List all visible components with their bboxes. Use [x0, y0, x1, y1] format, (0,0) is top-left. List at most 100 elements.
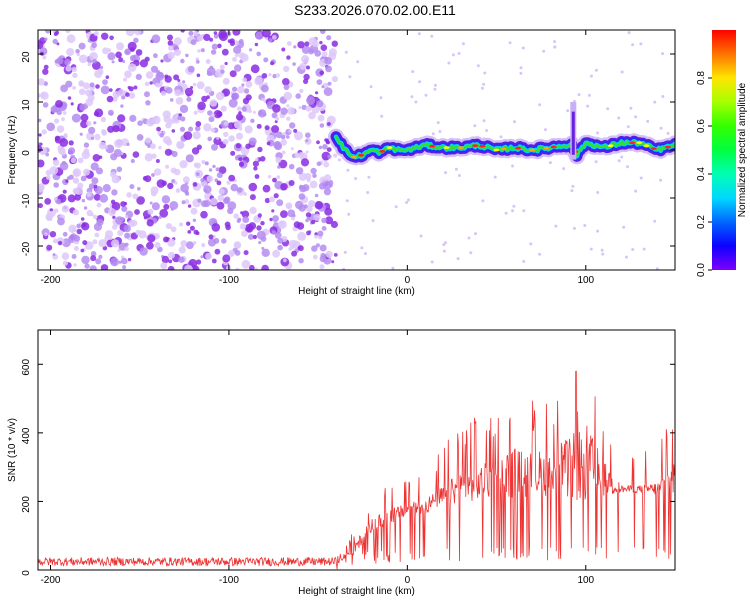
noise-speckle [190, 207, 198, 215]
noise-speckle [82, 240, 88, 246]
noise-speckle [314, 193, 319, 198]
noise-speckle [319, 244, 327, 252]
noise-speckle [168, 259, 173, 264]
noise-speckle [294, 152, 300, 158]
noise-speckle [203, 33, 211, 42]
noise-speckle [312, 40, 319, 48]
noise-speckle [296, 222, 305, 230]
noise-speckle [64, 58, 71, 66]
noise-speckle [234, 242, 241, 249]
noise-speckle [271, 125, 280, 134]
noise-speckle [627, 31, 631, 35]
noise-speckle [286, 41, 292, 46]
noise-speckle [311, 220, 316, 225]
noise-speckle [49, 166, 59, 175]
noise-speckle [135, 49, 143, 56]
noise-speckle [254, 157, 259, 162]
noise-speckle [242, 97, 250, 105]
noise-speckle [88, 126, 96, 134]
spectral-ridge [334, 135, 675, 159]
noise-speckle [44, 198, 52, 205]
noise-speckle [258, 110, 264, 116]
noise-speckle [71, 66, 78, 73]
noise-speckle [235, 143, 241, 149]
noise-speckle [521, 46, 525, 50]
noise-speckle [109, 88, 113, 92]
y-tick-label: 20 [21, 51, 32, 63]
noise-speckle [263, 57, 269, 63]
noise-speckle [104, 145, 108, 150]
noise-speckle [548, 161, 552, 165]
noise-speckle [318, 145, 323, 150]
noise-speckle [111, 201, 121, 211]
noise-speckle [227, 201, 237, 211]
noise-speckle [132, 193, 139, 200]
noise-speckle [167, 238, 176, 247]
noise-speckle [127, 63, 137, 72]
noise-speckle [181, 200, 186, 205]
noise-speckle [53, 32, 58, 36]
noise-speckle [345, 199, 349, 203]
noise-speckle [306, 216, 310, 220]
noise-speckle [111, 175, 121, 184]
noise-speckle [88, 183, 95, 190]
noise-speckle [661, 95, 665, 98]
noise-speckle [214, 248, 221, 255]
noise-speckle [639, 176, 643, 180]
noise-speckle [174, 181, 178, 185]
noise-speckle [266, 141, 271, 146]
noise-speckle [315, 243, 320, 248]
noise-speckle [212, 234, 216, 238]
noise-speckle [243, 192, 248, 196]
noise-speckle [133, 37, 139, 43]
noise-speckle [289, 122, 296, 129]
noise-speckle [538, 103, 542, 107]
noise-speckle [183, 176, 190, 184]
x-tick-label: -100 [219, 575, 239, 586]
noise-speckle [80, 248, 85, 253]
noise-speckle [145, 137, 152, 144]
noise-speckle [50, 105, 58, 113]
noise-speckle [244, 125, 253, 134]
noise-speckle [144, 175, 152, 183]
noise-speckle [281, 135, 286, 140]
noise-speckle [295, 93, 302, 99]
noise-speckle [508, 41, 512, 45]
noise-speckle [356, 60, 360, 64]
noise-speckle [187, 230, 192, 234]
noise-speckle [62, 111, 67, 115]
noise-speckle [519, 71, 523, 75]
noise-speckle [167, 51, 175, 60]
noise-speckle [277, 244, 283, 251]
noise-speckle [187, 204, 192, 208]
noise-speckle [254, 174, 260, 179]
noise-speckle [114, 139, 123, 148]
noise-speckle [261, 73, 268, 79]
noise-speckle [98, 239, 107, 248]
noise-speckle [222, 77, 230, 85]
noise-speckle [222, 254, 231, 263]
noise-speckle [92, 239, 98, 245]
noise-speckle [430, 34, 434, 38]
noise-speckle [147, 208, 154, 215]
noise-speckle [90, 213, 94, 217]
noise-speckle [330, 220, 338, 229]
noise-speckle [56, 198, 61, 204]
noise-speckle [150, 65, 159, 73]
noise-speckle [160, 262, 168, 270]
noise-speckle [442, 243, 446, 247]
noise-speckle [236, 187, 243, 193]
noise-speckle [277, 237, 284, 244]
noise-speckle [60, 84, 68, 93]
noise-speckle [267, 175, 272, 179]
noise-speckle [52, 159, 60, 166]
noise-speckle [293, 128, 298, 133]
noise-speckle [271, 35, 277, 40]
noise-speckle [642, 247, 646, 251]
noise-speckle [223, 197, 230, 205]
noise-speckle [666, 131, 670, 135]
noise-speckle [123, 77, 128, 82]
noise-speckle [327, 81, 332, 86]
noise-speckle [319, 264, 325, 270]
noise-speckle [554, 224, 558, 228]
